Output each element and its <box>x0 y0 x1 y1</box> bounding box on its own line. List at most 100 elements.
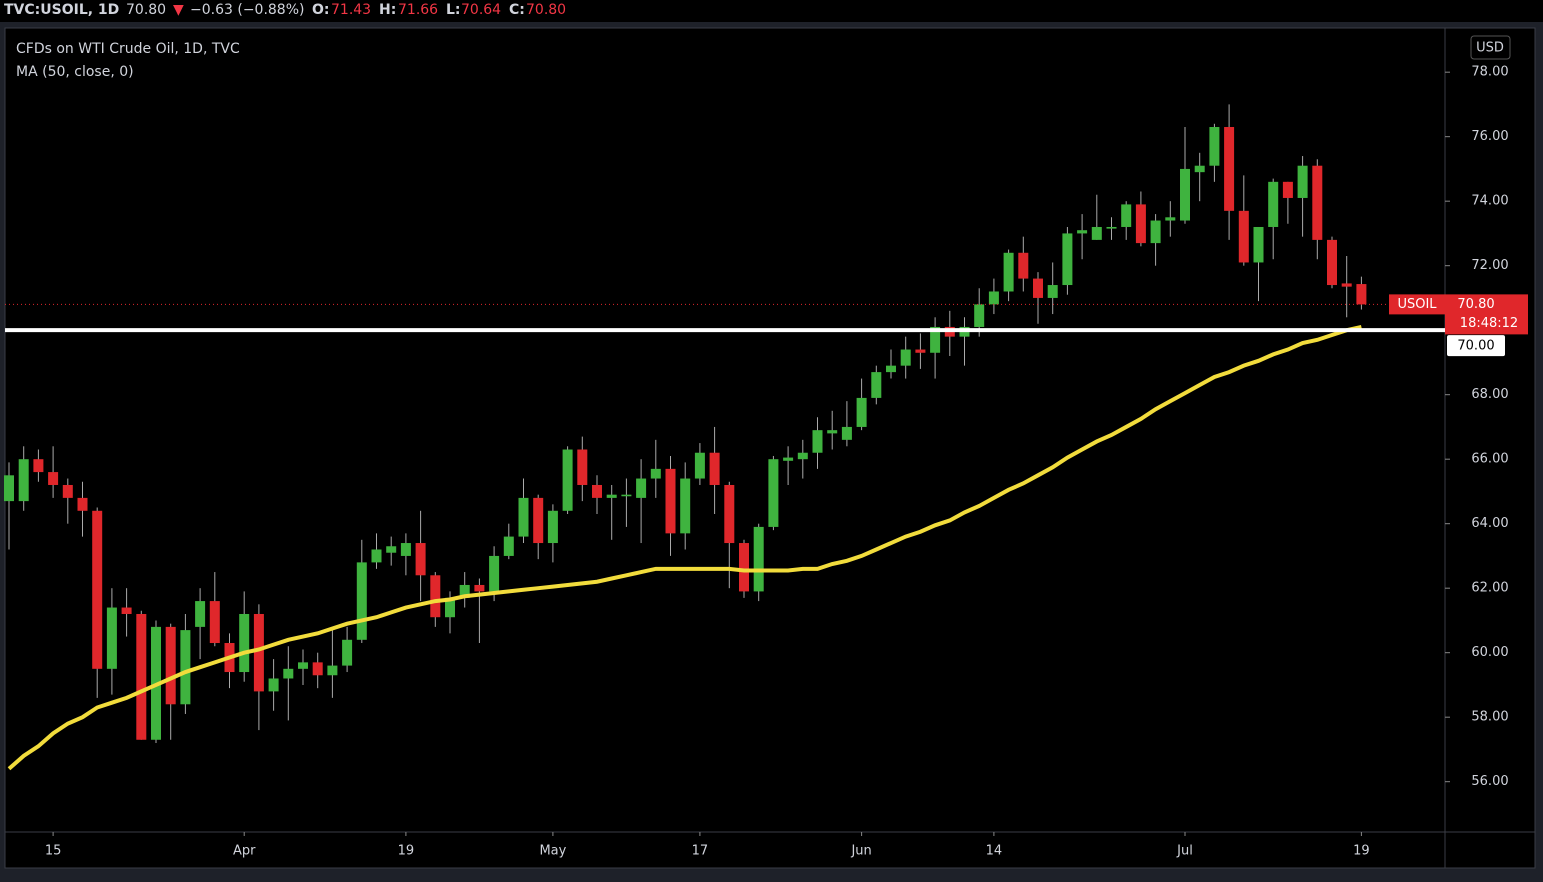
candle-body <box>592 484 602 498</box>
currency-box[interactable] <box>1470 35 1511 60</box>
close-value: 70.80 <box>526 2 566 18</box>
candle-body <box>753 526 764 592</box>
candle-body <box>298 662 308 669</box>
candle-body <box>165 626 176 705</box>
candle-body <box>1106 226 1117 229</box>
high-value: 71.66 <box>398 2 438 18</box>
y-tick-label: 58.00 <box>1471 710 1508 725</box>
y-tick-label: 68.00 <box>1471 387 1508 402</box>
candle-body <box>48 472 59 485</box>
candle-body <box>562 449 573 511</box>
last-price-name: USOIL <box>1397 297 1437 312</box>
candle-body <box>797 452 808 460</box>
candle-body <box>1180 168 1190 221</box>
candle-body <box>386 546 397 553</box>
ma-line <box>7 325 1362 771</box>
candle-body <box>871 372 882 398</box>
candle-body <box>900 349 911 366</box>
header-bar <box>0 0 1543 22</box>
candle-body <box>1341 283 1352 287</box>
candle-body <box>1033 278 1043 298</box>
candle-body <box>1135 204 1146 244</box>
x-tick-label: 15 <box>45 844 62 859</box>
candle-body <box>680 478 691 534</box>
candle-body <box>841 426 852 440</box>
header: TVC:USOIL, 1D 70.80 ▼ −0.63 (−0.88%) O: … <box>4 2 566 18</box>
candle-body <box>1150 220 1161 244</box>
countdown: 18:48:12 <box>1460 316 1518 331</box>
candle-body <box>915 349 926 353</box>
chart-title: CFDs on WTI Crude Oil, 1D, TVC <box>16 41 240 57</box>
candle-body <box>709 452 720 485</box>
candle-body <box>577 449 588 485</box>
y-tick-label: 60.00 <box>1471 645 1508 660</box>
y-tick-label: 56.00 <box>1471 774 1508 789</box>
candle-body <box>1003 252 1014 292</box>
arrow: ▼ <box>173 2 184 18</box>
chart-pane <box>4 27 1536 869</box>
candle-body <box>886 365 896 373</box>
candle-body <box>327 665 338 676</box>
candle-body <box>1224 127 1235 211</box>
candle-body <box>988 291 999 305</box>
x-tick-label: 19 <box>1353 844 1370 859</box>
candle-body <box>268 678 279 692</box>
candle-body <box>1062 233 1073 286</box>
candle-body <box>4 475 14 502</box>
candle-body <box>415 543 426 576</box>
symbol: TVC:USOIL, 1D <box>4 2 119 18</box>
candle-body <box>636 478 647 498</box>
candle-body <box>136 613 147 740</box>
candle-body <box>621 494 632 497</box>
candle-body <box>121 607 132 614</box>
low-value: 70.64 <box>461 2 501 18</box>
y-tick-label: 76.00 <box>1471 129 1508 144</box>
candle-body <box>489 555 500 592</box>
x-tick-label: 17 <box>692 844 709 859</box>
candle-body <box>1091 226 1102 240</box>
candle-body <box>459 584 470 598</box>
candle-body <box>827 430 838 434</box>
candle-body <box>503 536 514 556</box>
close-label: C: <box>509 2 525 18</box>
candle-body <box>1194 165 1205 173</box>
x-tick-label: Jul <box>1176 844 1193 859</box>
candle-body <box>77 497 88 511</box>
candle-body <box>1238 210 1249 263</box>
candle-body <box>665 468 676 534</box>
candle-body <box>33 459 44 473</box>
y-tick-label: 66.00 <box>1471 452 1508 467</box>
currency: USD <box>1476 41 1504 56</box>
x-tick-label: Apr <box>233 844 256 859</box>
hline-label: 70.00 <box>1457 339 1494 354</box>
candle-body <box>106 607 117 669</box>
last: 70.80 <box>126 2 166 18</box>
candle-body <box>1077 230 1088 234</box>
y-tick-label: 62.00 <box>1471 581 1508 596</box>
candle-body <box>1268 181 1279 227</box>
y-tick-label: 72.00 <box>1471 258 1508 273</box>
change: −0.63 (−0.88%) <box>190 2 304 18</box>
candle-body <box>1121 204 1132 227</box>
candle-body <box>445 597 455 618</box>
candle-body <box>724 484 735 544</box>
candle-body <box>1047 285 1058 298</box>
x-tick-label: 19 <box>398 844 415 859</box>
candle-body <box>18 459 29 502</box>
last-price-box <box>1445 294 1528 335</box>
high-label: H: <box>379 2 396 18</box>
candle-body <box>1312 165 1323 240</box>
candle-body <box>400 543 411 556</box>
candle-body <box>518 497 529 537</box>
candle-body <box>195 601 206 627</box>
open-label: O: <box>312 2 330 18</box>
last-price-label: 70.80 <box>1457 297 1494 312</box>
candle-body <box>180 630 191 705</box>
candle-body <box>739 543 749 592</box>
candle-body <box>62 484 73 498</box>
candle-body <box>312 662 323 676</box>
candle-body <box>283 668 294 679</box>
low-label: L: <box>446 2 461 18</box>
candle-body <box>1253 226 1264 263</box>
